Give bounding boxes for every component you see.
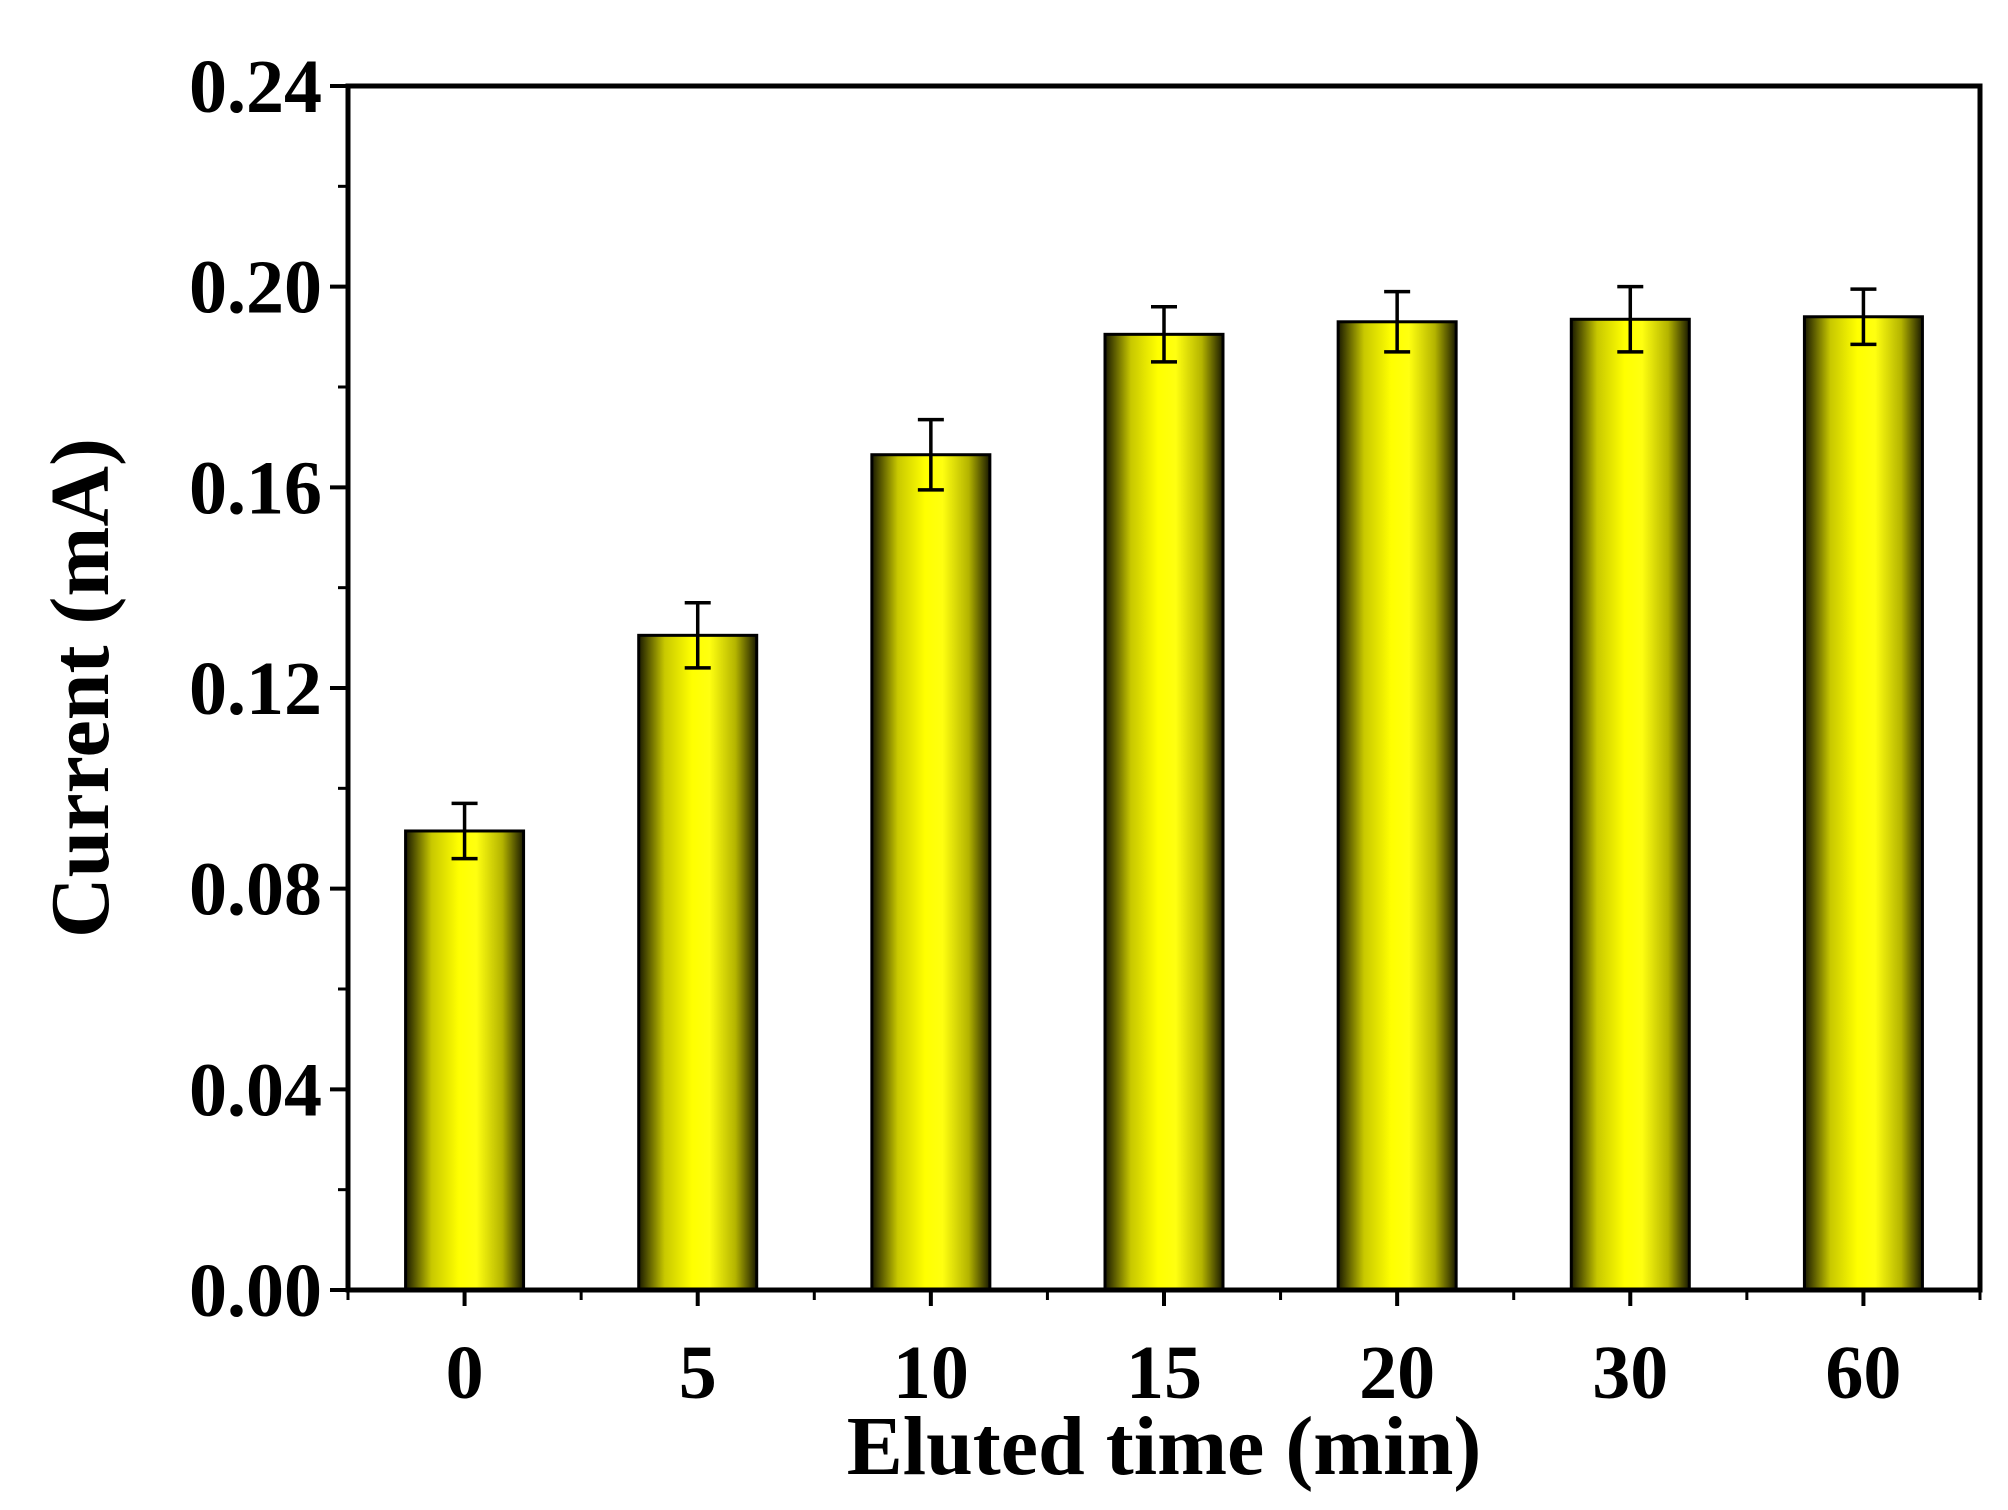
bar (1103, 332, 1225, 1292)
x-tick-label: 0 (446, 1331, 484, 1415)
x-tick-label: 5 (679, 1331, 717, 1415)
y-tick-label: 0.12 (189, 647, 322, 731)
x-axis: 0 5 10 15 20 30 60 (346, 1290, 1982, 1415)
error-bars (451, 284, 1877, 861)
bar (870, 453, 992, 1292)
y-tick-label: 0.00 (189, 1249, 322, 1333)
bar (1569, 317, 1691, 1292)
x-tick-label: 60 (1825, 1331, 1901, 1415)
x-tick-label: 10 (893, 1331, 969, 1415)
x-axis-title: Eluted time (min) (847, 1400, 1482, 1493)
x-tick-label: 20 (1359, 1331, 1435, 1415)
bar (1802, 315, 1924, 1292)
y-tick-label: 0.20 (189, 246, 322, 330)
y-tick-label: 0.08 (189, 848, 322, 932)
bar (1336, 320, 1458, 1292)
bar (404, 829, 526, 1292)
y-tick-label: 0.16 (189, 446, 322, 530)
y-axis-title: Current (mA) (34, 438, 127, 938)
bars (404, 315, 1924, 1292)
y-axis: 0.00 0.04 0.08 0.12 0.16 0.20 0.24 (189, 45, 348, 1333)
y-tick-label: 0.04 (189, 1048, 322, 1132)
bar (637, 633, 759, 1292)
x-tick-label: 30 (1592, 1331, 1668, 1415)
x-tick-label: 15 (1126, 1331, 1202, 1415)
y-tick-label: 0.24 (189, 45, 322, 129)
